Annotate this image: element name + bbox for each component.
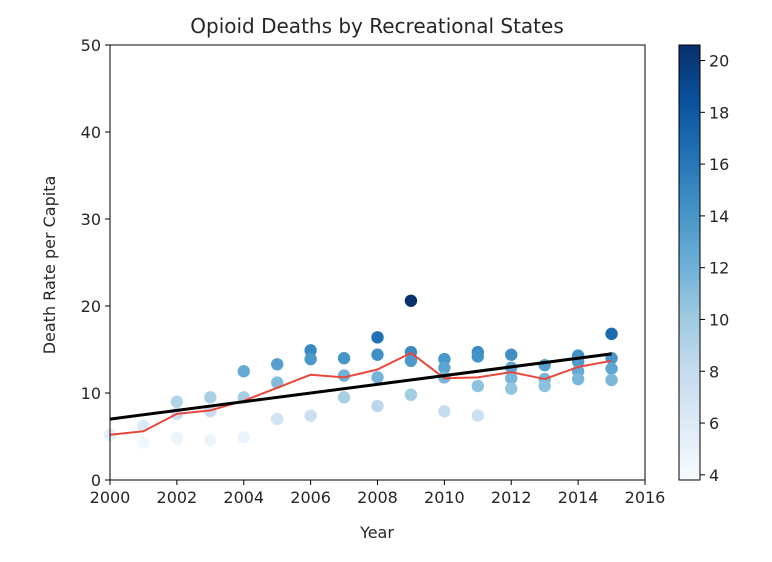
data-point xyxy=(371,331,384,344)
colorbar-tick-label: 10 xyxy=(709,310,729,329)
x-axis-label: Year xyxy=(359,523,394,542)
data-point xyxy=(237,431,250,444)
data-point xyxy=(304,344,317,357)
x-tick-label: 2010 xyxy=(424,488,465,507)
data-point xyxy=(137,436,150,449)
data-point xyxy=(371,348,384,361)
plot-frame xyxy=(109,44,646,481)
y-tick-label: 20 xyxy=(81,297,101,316)
plot-area: 2000 2002 2004 2006 2008 2010 2012 2014 2016 0 10 2… xyxy=(81,36,666,507)
colorbar-tick-label: 16 xyxy=(709,155,729,174)
x-tick-label: 2006 xyxy=(290,488,331,507)
data-point xyxy=(605,373,618,387)
data-point xyxy=(571,372,585,386)
data-point xyxy=(371,399,384,413)
data-point xyxy=(337,352,351,365)
x-tick-label: 2008 xyxy=(357,488,398,507)
colorbar-tick-label: 4 xyxy=(709,466,719,485)
y-tick-label: 10 xyxy=(81,384,101,403)
data-point xyxy=(438,405,451,418)
colorbar-tick-label: 20 xyxy=(709,52,729,71)
colorbar: 4 6 8 10 12 14 16 18 20 xyxy=(678,44,729,485)
x-tick-label: 2012 xyxy=(491,488,532,507)
data-point xyxy=(337,391,351,404)
y-axis-label: Death Rate per Capita xyxy=(40,176,59,355)
data-point xyxy=(204,391,217,404)
x-tick-label: 2014 xyxy=(558,488,599,507)
data-point xyxy=(304,352,317,366)
data-point xyxy=(605,327,618,341)
colorbar-tick-label: 12 xyxy=(709,259,729,278)
data-point xyxy=(270,358,284,371)
data-point xyxy=(170,395,184,408)
data-point xyxy=(471,409,485,422)
colorbar-tick-label: 6 xyxy=(709,414,719,433)
data-point xyxy=(471,350,485,363)
y-tick-label: 50 xyxy=(81,36,101,55)
x-tick-label: 2016 xyxy=(625,488,666,507)
data-point xyxy=(505,372,518,385)
data-point xyxy=(404,294,418,307)
x-tick-label: 2004 xyxy=(223,488,264,507)
data-point xyxy=(270,412,284,426)
data-point xyxy=(505,382,518,395)
data-point xyxy=(404,388,418,401)
data-point xyxy=(404,354,418,368)
y-tick-label: 0 xyxy=(91,471,101,490)
data-point xyxy=(237,365,250,378)
colorbar-tick-label: 18 xyxy=(709,103,729,122)
colorbar-tick-label: 8 xyxy=(709,362,719,381)
data-point xyxy=(170,432,184,445)
colorbar-tick-label: 14 xyxy=(709,207,729,226)
x-tick-label: 2002 xyxy=(157,488,198,507)
data-point xyxy=(337,369,351,382)
data-point xyxy=(471,379,485,393)
data-point xyxy=(438,361,451,374)
x-tick-label: 2000 xyxy=(90,488,131,507)
data-point xyxy=(304,409,317,422)
data-point xyxy=(204,433,217,447)
data-point xyxy=(505,348,518,361)
colorbar-gradient xyxy=(678,44,701,481)
data-point xyxy=(438,352,451,366)
y-tick-label: 30 xyxy=(81,210,101,229)
data-point xyxy=(538,379,551,393)
trend-line xyxy=(109,352,612,421)
data-point xyxy=(605,362,618,375)
y-tick-label: 40 xyxy=(81,123,101,142)
chart-title: Opioid Deaths by Recreational States xyxy=(190,14,563,38)
data-point xyxy=(371,371,384,384)
mean-line xyxy=(109,351,612,436)
